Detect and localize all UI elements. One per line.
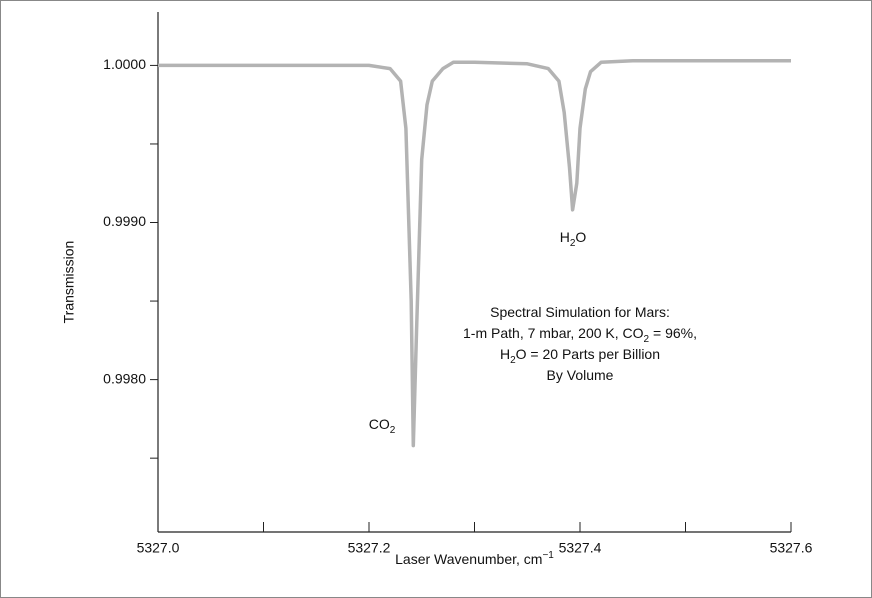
text-part: Laser Wavenumber, cm (395, 551, 542, 567)
x-axis-title: Laser Wavenumber, cm−1​ (395, 550, 554, 567)
annotation: By Volume (547, 367, 614, 383)
y-axis-title: Transmission (61, 241, 77, 324)
text-part: By Volume (547, 367, 614, 383)
text-part: = 96%, (649, 325, 697, 341)
text-part: 1-m Path, 7 mbar, 200 K, CO (463, 325, 644, 341)
x-tick-label: 5327.6 (770, 540, 813, 556)
subscript: 2 (570, 238, 576, 249)
annotation: H2​O (560, 229, 587, 249)
x-tick-label: 5327.4 (559, 540, 602, 556)
subscript: 2 (510, 355, 516, 366)
x-tick-label: 5327.0 (137, 540, 180, 556)
text-part: H (560, 229, 570, 245)
annotation: H2​O = 20 Parts per Billion (500, 346, 660, 366)
annotation: 1-m Path, 7 mbar, 200 K, CO2​ = 96%, (463, 325, 697, 345)
annotation: CO2​ (369, 416, 396, 436)
x-tick-label: 5327.2 (348, 540, 391, 556)
y-tick-label: 1.0000 (103, 56, 146, 72)
superscript: −1 (542, 550, 554, 561)
annotation: Spectral Simulation for Mars: (490, 304, 670, 320)
y-tick-label: 0.9980 (103, 370, 146, 386)
text-part: O (575, 229, 586, 245)
y-tick-label: 0.9990 (103, 213, 146, 229)
text-part: CO (369, 416, 390, 432)
text-part: H (500, 346, 510, 362)
subscript: 2 (390, 425, 396, 436)
text-part: Spectral Simulation for Mars: (490, 304, 670, 320)
spectrum-line (158, 58, 791, 448)
text-part: O = 20 Parts per Billion (516, 346, 660, 362)
subscript: 2 (644, 334, 650, 345)
